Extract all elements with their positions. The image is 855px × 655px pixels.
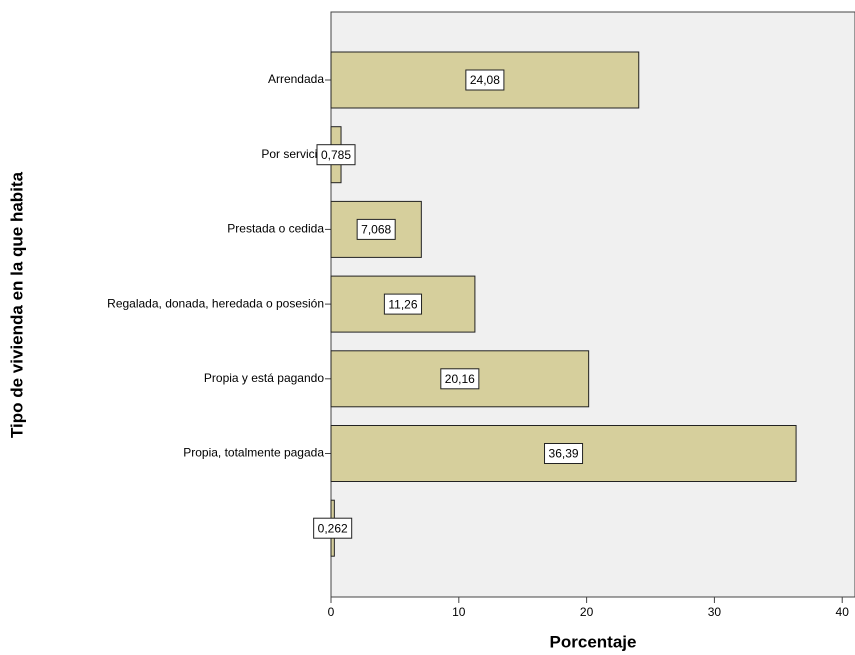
y-tick-label: Prestada o cedida <box>227 222 324 236</box>
y-tick-label: Propia y está pagando <box>204 371 324 385</box>
y-tick-label: Propia, totalmente pagada <box>183 446 324 460</box>
value-label: 36,39 <box>549 447 579 461</box>
value-label: 7,068 <box>361 223 391 237</box>
value-label: 24,08 <box>470 73 500 87</box>
value-label: 11,26 <box>388 297 417 311</box>
x-tick-label: 20 <box>580 605 594 619</box>
y-tick-label: Regalada, donada, heredada o posesión <box>107 296 324 310</box>
value-label: 0,785 <box>321 148 351 162</box>
value-label-box <box>383 293 423 315</box>
value-label: 0,262 <box>318 521 348 535</box>
value-label-box <box>544 443 584 464</box>
value-label-box <box>313 517 353 539</box>
y-tick-label: Por servicio <box>261 147 324 161</box>
value-label-box <box>316 144 356 166</box>
value-label-box <box>356 218 396 240</box>
y-tick-label: Arrendada <box>268 72 324 86</box>
x-tick-label: 30 <box>708 605 722 619</box>
value-label-box <box>440 368 480 390</box>
x-tick-label: 10 <box>452 605 466 619</box>
value-label: 20,16 <box>445 372 475 386</box>
y-axis-title: Tipo de vivienda en la que habita <box>7 171 26 438</box>
x-tick-label: 0 <box>328 605 335 619</box>
x-axis-title: Porcentaje <box>550 632 637 651</box>
x-tick-label: 40 <box>836 605 850 619</box>
value-label-box <box>465 69 505 91</box>
